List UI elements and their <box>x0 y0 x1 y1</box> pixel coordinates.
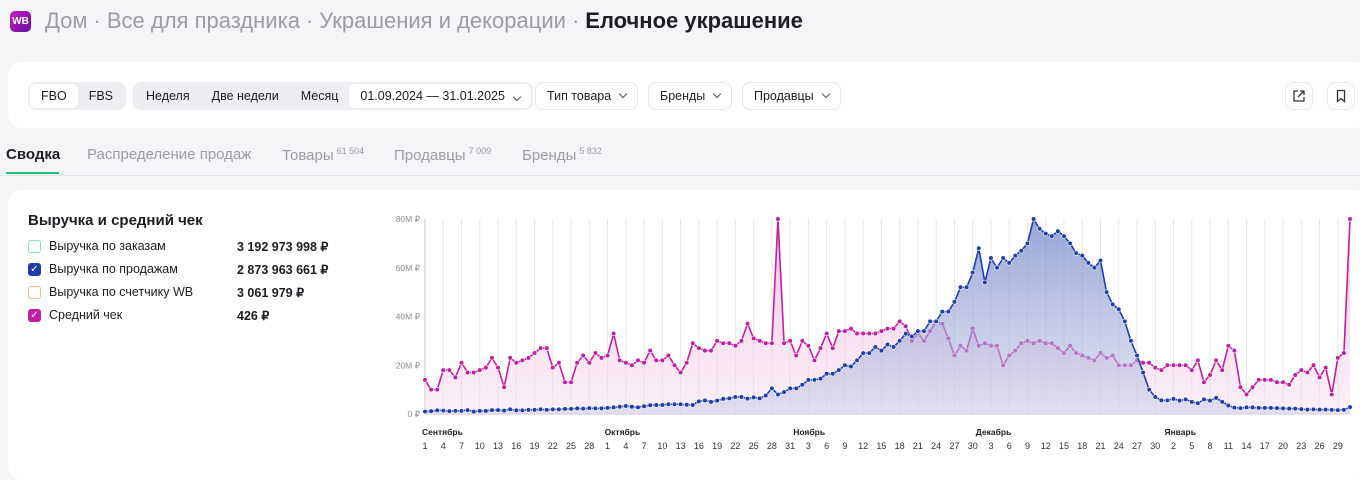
breadcrumb-separator: · <box>93 8 101 33</box>
page-title: Елочное украшение <box>585 8 803 33</box>
bookmark-icon <box>1336 89 1346 103</box>
legend-wb-counter-revenue[interactable]: Выручка по счетчику WB <box>28 285 193 299</box>
brands-dropdown[interactable]: Бренды <box>648 82 733 110</box>
tab-sellers[interactable]: Продавцы 7 009 <box>394 146 491 164</box>
tab-label: Бренды <box>522 147 577 164</box>
legend-label: Средний чек <box>49 308 123 322</box>
panel-title: Выручка и средний чек <box>28 212 203 229</box>
tab-sales-distribution[interactable]: Распределение продаж <box>87 146 251 163</box>
date-range-picker[interactable]: 01.09.2024 — 31.01.2025 <box>349 84 531 108</box>
two-weeks-button[interactable]: Две недели <box>211 89 279 103</box>
tab-products[interactable]: Товары 61 504 <box>282 146 364 164</box>
active-tab-indicator <box>6 172 59 174</box>
dropdown-label: Бренды <box>660 89 706 103</box>
tab-count: 61 504 <box>336 146 365 156</box>
chevron-down-icon <box>821 89 830 99</box>
breadcrumb-holiday[interactable]: Все для праздника <box>106 8 300 33</box>
checkbox-unchecked-icon[interactable] <box>28 239 41 253</box>
checkbox-checked-icon[interactable]: ✓ <box>28 308 41 322</box>
period-selector: Неделя Две недели Месяц 01.09.2024 — 31.… <box>133 82 533 110</box>
week-button[interactable]: Неделя <box>146 89 190 103</box>
breadcrumb-home[interactable]: Дом <box>45 8 88 33</box>
tab-count: 5 832 <box>579 146 602 156</box>
revenue-card: Выручка и средний чек Выручка по заказам… <box>8 190 1360 480</box>
fulfillment-toggle: FBO FBS <box>28 82 127 110</box>
tab-count: 7 009 <box>468 146 492 156</box>
chevron-down-icon <box>512 92 522 102</box>
legend-orders-revenue[interactable]: Выручка по заказам <box>28 239 166 253</box>
export-button[interactable] <box>1285 82 1313 110</box>
tab-label: Распределение продаж <box>87 146 252 163</box>
breadcrumb: WB Дом · Все для праздника · Украшения и д… <box>10 6 803 36</box>
legend-sales-revenue[interactable]: ✓ Выручка по продажам <box>28 262 178 276</box>
date-range-value: 01.09.2024 — 31.01.2025 <box>360 89 505 103</box>
filter-bar: FBO FBS Неделя Две недели Месяц 01.09.20… <box>8 62 1360 128</box>
chevron-down-icon <box>618 89 628 99</box>
legend-value: 2 873 963 661 ₽ <box>237 263 329 277</box>
tab-bar: Сводка Распределение продаж Товары 61 504… <box>0 140 1360 176</box>
breadcrumb-separator: · <box>305 8 314 33</box>
breadcrumb-decorations[interactable]: Украшения и декорации <box>319 8 566 33</box>
legend-value: 426 ₽ <box>237 309 270 323</box>
fbo-button[interactable]: FBO <box>30 84 78 108</box>
checkbox-checked-icon[interactable]: ✓ <box>28 262 41 276</box>
checkbox-unchecked-icon[interactable] <box>28 285 41 299</box>
tab-summary[interactable]: Сводка <box>6 146 60 163</box>
legend-label: Выручка по продажам <box>49 262 178 276</box>
wb-logo[interactable]: WB <box>10 10 31 32</box>
month-button[interactable]: Месяц <box>300 89 339 103</box>
export-icon <box>1293 90 1305 102</box>
legend-value: 3 061 979 ₽ <box>237 286 305 300</box>
product-type-dropdown[interactable]: Тип товара <box>535 82 639 110</box>
sellers-dropdown[interactable]: Продавцы <box>742 82 841 110</box>
tab-label: Товары <box>282 147 334 164</box>
tab-label: Продавцы <box>394 147 466 164</box>
breadcrumb-separator: · <box>571 8 580 33</box>
tab-label: Сводка <box>6 146 61 163</box>
fbs-button[interactable]: FBS <box>88 89 114 103</box>
legend-average-check[interactable]: ✓ Средний чек <box>28 308 122 322</box>
legend-value: 3 192 973 998 ₽ <box>237 240 329 254</box>
dropdown-label: Тип товара <box>547 89 612 103</box>
dropdown-label: Продавцы <box>754 89 814 103</box>
chevron-down-icon <box>713 89 722 99</box>
tab-brands[interactable]: Бренды 5 832 <box>522 146 602 164</box>
legend-label: Выручка по счетчику WB <box>49 285 194 299</box>
legend-label: Выручка по заказам <box>49 239 166 253</box>
bookmark-button[interactable] <box>1327 82 1355 110</box>
